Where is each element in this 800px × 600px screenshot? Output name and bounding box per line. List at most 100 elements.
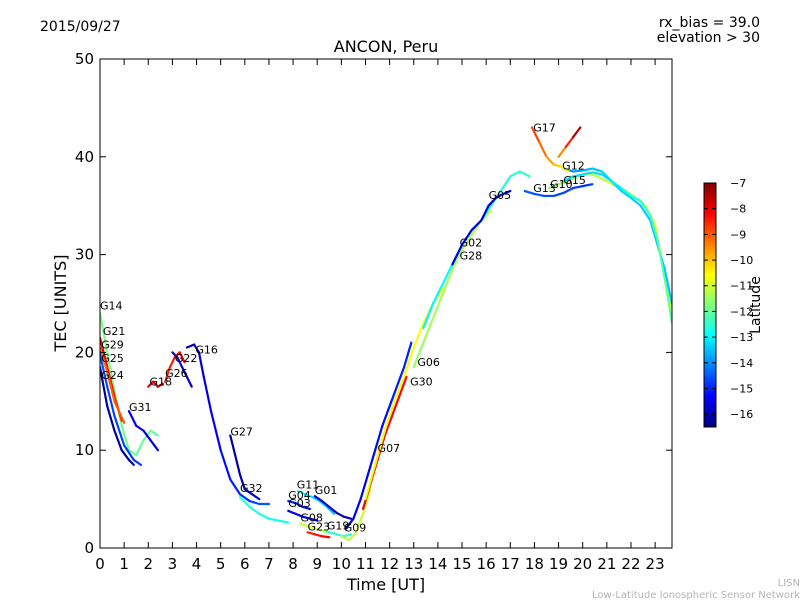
- series-label-g04: G04: [288, 489, 311, 502]
- series-line-segment: [238, 493, 251, 503]
- colorbar-tick-label: −16: [730, 408, 753, 421]
- series-line-segment: [530, 126, 541, 144]
- series-line-segment: [123, 444, 135, 462]
- colorbar-tick-label: −7: [730, 177, 746, 190]
- series-line-segment: [132, 458, 143, 466]
- colorbar-tick-label: −11: [730, 280, 753, 293]
- series-line-segment: [171, 351, 179, 359]
- series-line-segment: [441, 263, 454, 286]
- series-line-segment: [313, 527, 324, 532]
- x-tick-label: 6: [240, 555, 250, 573]
- series-line-segment: [538, 141, 548, 158]
- y-tick-label: 20: [75, 343, 94, 361]
- series-g06: [364, 287, 444, 501]
- series-line-segment: [113, 414, 126, 447]
- series-line-segment: [552, 163, 563, 168]
- series-g01: [313, 495, 353, 520]
- series-line-segment: [320, 499, 331, 509]
- series-line-segment: [470, 219, 483, 232]
- series-line-segment: [100, 312, 109, 354]
- series-line-segment: [106, 351, 116, 393]
- series-line-segment: [431, 282, 444, 305]
- series-line-segment: [460, 229, 473, 246]
- series-line-segment: [202, 375, 213, 413]
- series-line-segment: [581, 167, 594, 172]
- x-tick-label: 23: [646, 555, 665, 573]
- series-line-segment: [567, 175, 579, 183]
- plot-frame: [99, 58, 673, 549]
- colorbar-ticks: −7 −8 −9 −10 −11 −12 −13 −14 −15 −16: [704, 177, 753, 421]
- series-line-segment: [398, 375, 408, 398]
- series-line-segment: [431, 292, 444, 320]
- series-label-g21: G21: [103, 325, 126, 338]
- series-label-g05: G05: [489, 189, 512, 202]
- series-line-segment: [229, 478, 242, 496]
- series-line-segment: [185, 375, 193, 388]
- series-line-segment: [393, 375, 406, 403]
- series-line-segment: [258, 512, 271, 520]
- series-line-segment: [287, 509, 297, 515]
- series-layer: [100, 126, 672, 542]
- y-axis-label: TEC [UNITS]: [51, 255, 70, 353]
- series-line-segment: [180, 365, 188, 378]
- series-line-segment: [168, 356, 176, 369]
- y-tick-label: 30: [75, 246, 94, 264]
- series-g04: [287, 499, 312, 510]
- series-line-segment: [581, 171, 594, 176]
- series-line-segment: [487, 196, 497, 207]
- series-line-segment: [509, 170, 522, 178]
- series-label-g22: G22: [175, 352, 198, 365]
- series-g17: [530, 126, 582, 173]
- series-line-segment: [301, 515, 312, 520]
- series-line-segment: [663, 268, 672, 305]
- series-line-segment: [610, 180, 623, 190]
- series-line-segment: [100, 365, 109, 408]
- series-g10: [547, 172, 672, 315]
- series-line-segment: [149, 439, 160, 452]
- series-line-segment: [243, 488, 254, 496]
- series-line-segment: [304, 493, 314, 499]
- series-line-segment: [364, 463, 377, 501]
- series-line-segment: [135, 439, 145, 457]
- series-label-g31: G31: [129, 401, 152, 414]
- series-g07: [345, 341, 413, 530]
- colorbar-tick-label: −14: [730, 357, 753, 370]
- colorbar-tick-label: −10: [730, 254, 753, 267]
- series-line-segment: [361, 488, 372, 515]
- series-line-segment: [562, 175, 575, 183]
- series-line-segment: [600, 170, 613, 183]
- series-line-segment: [100, 353, 109, 388]
- series-label-g17: G17: [533, 121, 556, 134]
- rx-bias-label: rx_bias = 39.0: [659, 15, 760, 31]
- series-label-g27: G27: [230, 425, 253, 438]
- series-line-segment: [649, 219, 659, 246]
- x-tick-label: 1: [119, 555, 129, 573]
- x-tick-label: 13: [404, 555, 423, 573]
- series-line-segment: [135, 424, 145, 432]
- series-line-segment: [403, 341, 413, 369]
- series-line-segment: [591, 167, 604, 173]
- y-tick-label: 40: [75, 148, 94, 166]
- series-label-g08: G08: [300, 512, 323, 525]
- series-label-g23: G23: [308, 520, 331, 533]
- series-g25: [100, 353, 143, 466]
- series-line-segment: [347, 532, 357, 542]
- series-g23: [306, 531, 331, 539]
- series-line-segment: [267, 517, 280, 522]
- series-line-segment: [106, 385, 116, 418]
- series-label-g02: G02: [460, 237, 483, 250]
- series-label-g13: G13: [533, 182, 556, 195]
- series-line-segment: [620, 189, 633, 199]
- x-tick-label: 16: [477, 555, 496, 573]
- x-tick-label: 21: [597, 555, 616, 573]
- series-line-segment: [120, 449, 131, 462]
- x-tick-label: 19: [549, 555, 568, 573]
- x-tick-label: 5: [216, 555, 226, 573]
- series-line-segment: [299, 522, 309, 528]
- series-line-segment: [381, 405, 391, 427]
- series-label-g30: G30: [410, 376, 433, 389]
- series-line-segment: [127, 409, 138, 427]
- x-tick-label: 14: [428, 555, 447, 573]
- series-line-segment: [318, 499, 328, 509]
